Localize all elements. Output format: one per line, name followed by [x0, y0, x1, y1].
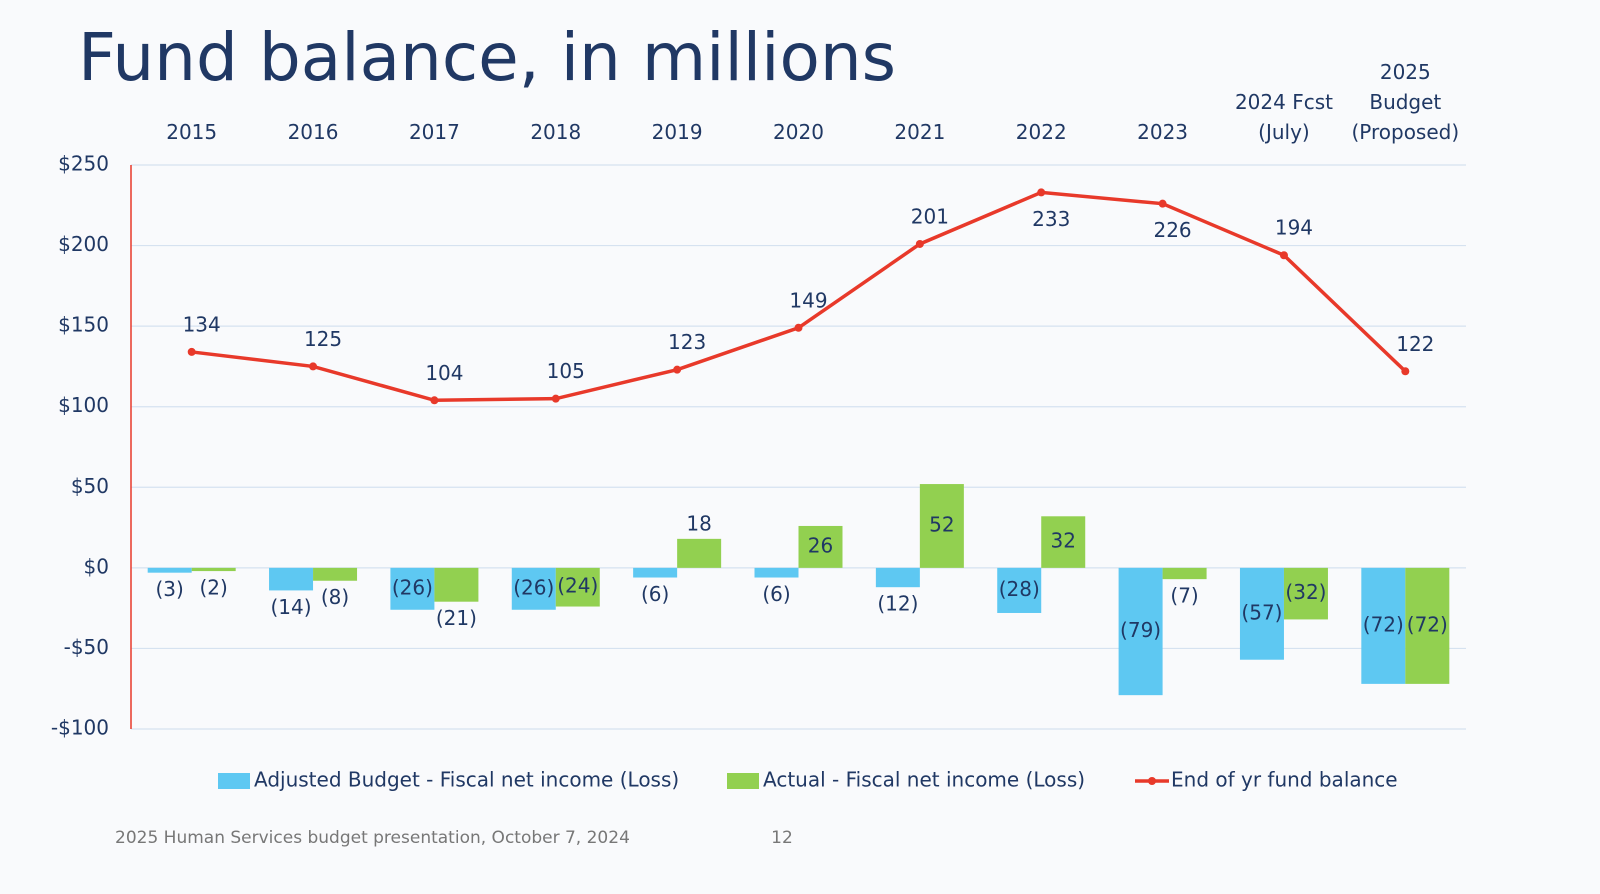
data-label: (7): [1170, 584, 1198, 608]
data-label: (72): [1363, 612, 1404, 636]
bar: [875, 567, 920, 588]
data-label: 52: [929, 512, 954, 536]
data-label: (32): [1285, 580, 1326, 604]
data-label: 18: [686, 511, 711, 535]
x-tick-label: 2015: [166, 120, 218, 144]
data-label: 26: [808, 533, 833, 557]
y-tick-label: $200: [58, 232, 109, 256]
bar: [269, 567, 314, 591]
data-label: 123: [668, 330, 706, 354]
x-tick-label: 2022: [1015, 120, 1067, 144]
data-label: 125: [304, 327, 342, 351]
bar: [1162, 567, 1207, 580]
data-label: (21): [436, 606, 477, 630]
line-point: [915, 239, 924, 248]
data-label: (2): [200, 576, 228, 600]
y-tick-label: $150: [58, 313, 109, 337]
chart-title: Fund balance, in millions: [78, 19, 896, 96]
line-point: [309, 362, 318, 371]
bar: [919, 484, 964, 568]
bar: [1041, 516, 1086, 568]
y-tick-label: $100: [58, 393, 109, 417]
bar: [390, 567, 435, 610]
legend-swatch: [218, 773, 250, 789]
line-point: [794, 323, 803, 332]
data-label: 32: [1051, 529, 1076, 553]
legend-label: Adjusted Budget - Fiscal net income (Los…: [254, 768, 679, 792]
bar: [754, 567, 799, 578]
x-tick-label: 2016: [287, 120, 339, 144]
x-tick-label: 2018: [530, 120, 582, 144]
bar: [997, 567, 1042, 613]
y-tick-label: -$50: [64, 635, 109, 659]
line-point: [1158, 199, 1167, 208]
line-point: [551, 394, 560, 403]
x-tick-label: 2024 Fcst (July): [1234, 90, 1333, 144]
data-label: 122: [1396, 332, 1434, 356]
x-tick-label: 2023: [1137, 120, 1189, 144]
bar: [511, 567, 556, 610]
legend-swatch: [1148, 777, 1156, 785]
data-label: (3): [156, 577, 184, 601]
data-label: 201: [911, 204, 949, 228]
legend-swatch: [727, 773, 759, 789]
bar: [677, 538, 722, 568]
line-point: [1401, 367, 1410, 376]
x-tick-label: 2017: [408, 120, 460, 144]
data-label: (24): [557, 574, 598, 598]
line-point: [187, 347, 196, 356]
data-label: 194: [1275, 216, 1313, 240]
data-label: 149: [789, 288, 827, 312]
y-tick-label: $50: [71, 474, 109, 498]
line-point: [1279, 251, 1288, 260]
page-number: 12: [771, 828, 793, 848]
bar: [1283, 567, 1328, 620]
data-label: (28): [999, 577, 1040, 601]
legend-label: End of yr fund balance: [1171, 768, 1398, 792]
y-tick-label: $250: [58, 152, 109, 176]
bar: [1405, 567, 1450, 684]
bar: [1239, 567, 1284, 660]
bar: [1361, 567, 1406, 684]
data-label: 105: [547, 359, 585, 383]
x-tick-label: 2020: [773, 120, 824, 144]
bar: [798, 525, 843, 568]
line-point: [673, 365, 682, 374]
bar: [633, 567, 678, 578]
footer-text: 2025 Human Services budget presentation,…: [115, 828, 630, 848]
data-label: (14): [271, 595, 312, 619]
line-point: [430, 396, 439, 405]
bar: [1118, 567, 1163, 696]
data-label: 233: [1032, 207, 1070, 231]
data-label: 104: [425, 361, 463, 385]
bar: [313, 567, 358, 581]
x-tick-label: 2021: [894, 120, 946, 144]
bar: [191, 567, 236, 572]
data-label: (26): [513, 575, 554, 599]
bar: [555, 567, 600, 607]
x-tick-label: 2025 Budget (Proposed): [1351, 60, 1460, 144]
data-label: (79): [1120, 618, 1161, 642]
data-label: 134: [183, 312, 221, 336]
data-label: 226: [1153, 218, 1191, 242]
bar: [434, 567, 479, 602]
data-label: (72): [1407, 612, 1448, 636]
data-label: (6): [762, 582, 790, 606]
data-label: (6): [641, 582, 669, 606]
line-point: [1037, 188, 1046, 197]
data-label: (12): [877, 592, 918, 616]
data-label: (57): [1241, 600, 1282, 624]
bar: [147, 567, 192, 573]
y-tick-label: $0: [84, 554, 109, 578]
legend-label: Actual - Fiscal net income (Loss): [763, 768, 1085, 792]
data-label: (8): [321, 585, 349, 609]
data-label: (26): [392, 575, 433, 599]
y-tick-label: -$100: [51, 716, 109, 740]
x-tick-label: 2019: [651, 120, 703, 144]
